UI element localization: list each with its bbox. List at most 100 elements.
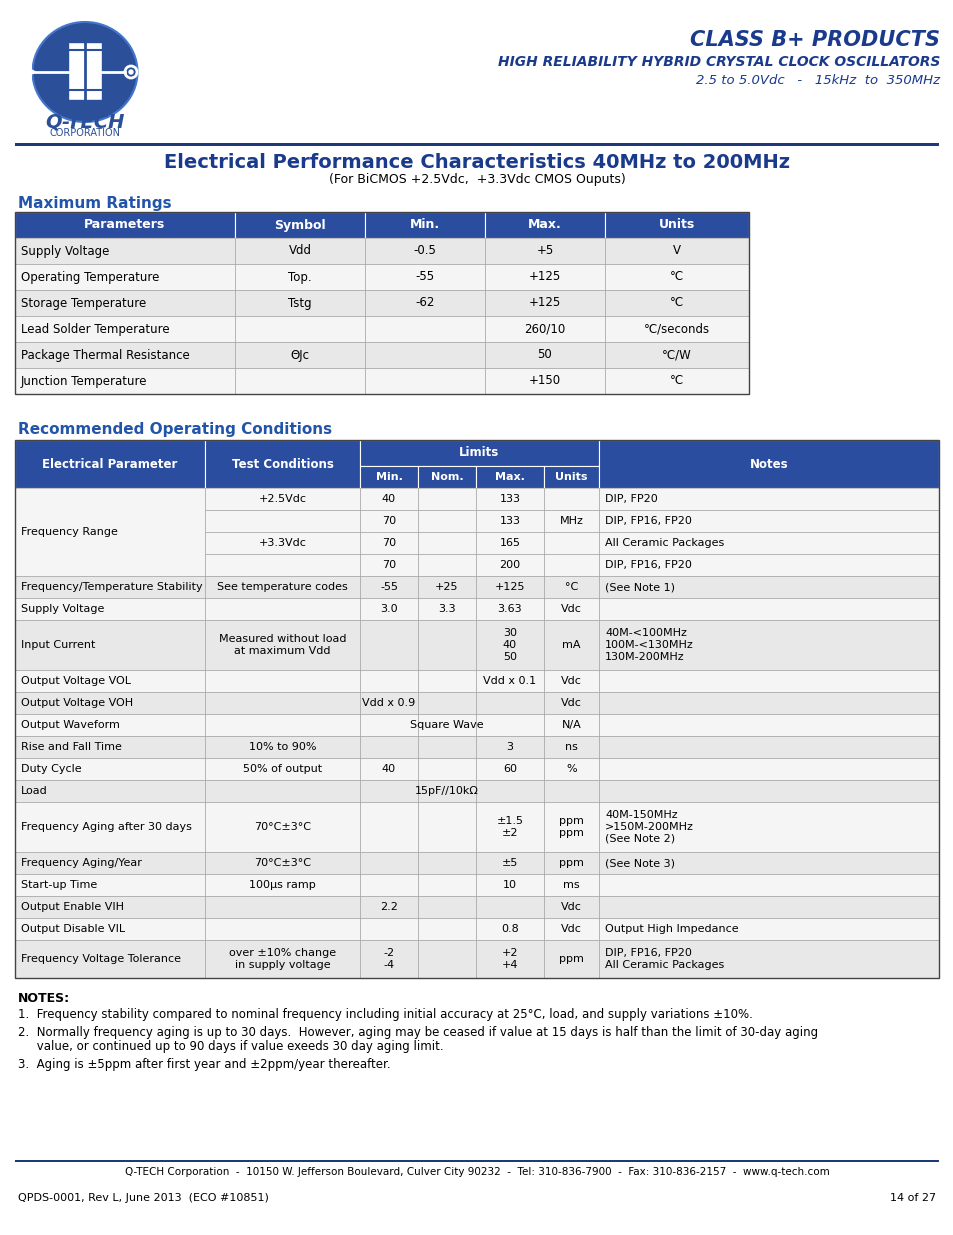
- Bar: [598, 555, 938, 576]
- Text: value, or continued up to 90 days if value exeeds 30 day aging limit.: value, or continued up to 90 days if val…: [18, 1040, 443, 1053]
- Bar: [476, 874, 543, 897]
- Bar: [598, 918, 938, 940]
- Text: °C/W: °C/W: [661, 348, 691, 362]
- Bar: [598, 758, 938, 781]
- Bar: [365, 212, 484, 238]
- Bar: [543, 736, 598, 758]
- Text: +150: +150: [528, 374, 560, 388]
- Text: mA: mA: [561, 640, 580, 650]
- Bar: [234, 290, 365, 316]
- Bar: [417, 781, 476, 802]
- Bar: [476, 671, 543, 692]
- Bar: [476, 781, 543, 802]
- Bar: [417, 714, 476, 736]
- Text: °C/seconds: °C/seconds: [643, 322, 709, 336]
- Text: Electrical Parameter: Electrical Parameter: [42, 457, 177, 471]
- Text: Output Waveform: Output Waveform: [21, 720, 120, 730]
- Bar: [205, 802, 359, 852]
- Text: 60: 60: [502, 764, 517, 774]
- Bar: [365, 342, 484, 368]
- Text: 200: 200: [499, 559, 520, 571]
- Bar: [365, 316, 484, 342]
- Bar: [15, 368, 234, 394]
- Text: Measured without load
at maximum Vdd: Measured without load at maximum Vdd: [218, 635, 346, 656]
- Text: Min.: Min.: [410, 219, 439, 231]
- Bar: [598, 897, 938, 918]
- Text: 50: 50: [537, 348, 552, 362]
- Text: HIGH RELIABILITY HYBRID CRYSTAL CLOCK OSCILLATORS: HIGH RELIABILITY HYBRID CRYSTAL CLOCK OS…: [497, 56, 939, 69]
- Bar: [598, 781, 938, 802]
- Bar: [15, 620, 205, 671]
- Bar: [15, 598, 205, 620]
- Text: Test Conditions: Test Conditions: [232, 457, 334, 471]
- Text: Output Voltage VOH: Output Voltage VOH: [21, 698, 133, 708]
- Bar: [205, 598, 359, 620]
- Bar: [15, 576, 205, 598]
- Text: (For BiCMOS +2.5Vdc,  +3.3Vdc CMOS Ouputs): (For BiCMOS +2.5Vdc, +3.3Vdc CMOS Ouputs…: [328, 173, 625, 186]
- Text: 165: 165: [499, 538, 520, 548]
- Bar: [15, 714, 205, 736]
- Bar: [15, 290, 234, 316]
- Bar: [205, 620, 359, 671]
- Text: Recommended Operating Conditions: Recommended Operating Conditions: [18, 422, 332, 437]
- Bar: [598, 510, 938, 532]
- Text: Units: Units: [555, 472, 587, 482]
- Bar: [604, 290, 748, 316]
- Bar: [15, 264, 234, 290]
- Bar: [417, 897, 476, 918]
- Bar: [359, 714, 417, 736]
- Bar: [234, 342, 365, 368]
- Bar: [417, 532, 476, 555]
- Bar: [476, 802, 543, 852]
- Text: Vdc: Vdc: [560, 924, 581, 934]
- Bar: [604, 342, 748, 368]
- Bar: [417, 918, 476, 940]
- Bar: [205, 918, 359, 940]
- Bar: [484, 290, 604, 316]
- Text: 50% of output: 50% of output: [243, 764, 322, 774]
- Text: Electrical Performance Characteristics 40MHz to 200MHz: Electrical Performance Characteristics 4…: [164, 153, 789, 172]
- Text: 3.3: 3.3: [437, 604, 456, 614]
- Bar: [15, 488, 205, 576]
- Text: See temperature codes: See temperature codes: [217, 582, 348, 592]
- Bar: [15, 212, 234, 238]
- Bar: [359, 620, 417, 671]
- Text: ppm: ppm: [558, 858, 583, 868]
- Bar: [359, 874, 417, 897]
- Bar: [543, 874, 598, 897]
- Text: +125: +125: [528, 296, 560, 310]
- Text: 40M-150MHz
>150M-200MHz
(See Note 2): 40M-150MHz >150M-200MHz (See Note 2): [604, 810, 693, 844]
- Bar: [598, 802, 938, 852]
- Text: 10% to 90%: 10% to 90%: [249, 742, 315, 752]
- Bar: [205, 510, 359, 532]
- Text: Vdd: Vdd: [288, 245, 312, 258]
- Bar: [543, 714, 598, 736]
- Bar: [234, 212, 365, 238]
- Bar: [417, 736, 476, 758]
- Bar: [234, 238, 365, 264]
- Bar: [543, 576, 598, 598]
- Bar: [15, 238, 234, 264]
- Bar: [598, 714, 938, 736]
- Bar: [205, 758, 359, 781]
- Text: Max.: Max.: [528, 219, 561, 231]
- Bar: [598, 598, 938, 620]
- Bar: [476, 692, 543, 714]
- Text: Q-TECH Corporation  -  10150 W. Jefferson Boulevard, Culver City 90232  -  Tel: : Q-TECH Corporation - 10150 W. Jefferson …: [125, 1167, 828, 1177]
- Text: Parameters: Parameters: [84, 219, 166, 231]
- Text: 0.8: 0.8: [500, 924, 518, 934]
- Text: Output Voltage VOL: Output Voltage VOL: [21, 676, 131, 685]
- Bar: [15, 897, 205, 918]
- Bar: [476, 488, 543, 510]
- Bar: [598, 852, 938, 874]
- Bar: [598, 874, 938, 897]
- Bar: [476, 555, 543, 576]
- Bar: [476, 852, 543, 874]
- Bar: [543, 532, 598, 555]
- Text: Start-up Time: Start-up Time: [21, 881, 97, 890]
- Text: Nom.: Nom.: [430, 472, 463, 482]
- Text: 2.  Normally frequency aging is up to 30 days.  However, aging may be ceased if : 2. Normally frequency aging is up to 30 …: [18, 1026, 818, 1039]
- Text: DIP, FP16, FP20: DIP, FP16, FP20: [604, 516, 691, 526]
- Bar: [15, 212, 748, 394]
- Bar: [205, 897, 359, 918]
